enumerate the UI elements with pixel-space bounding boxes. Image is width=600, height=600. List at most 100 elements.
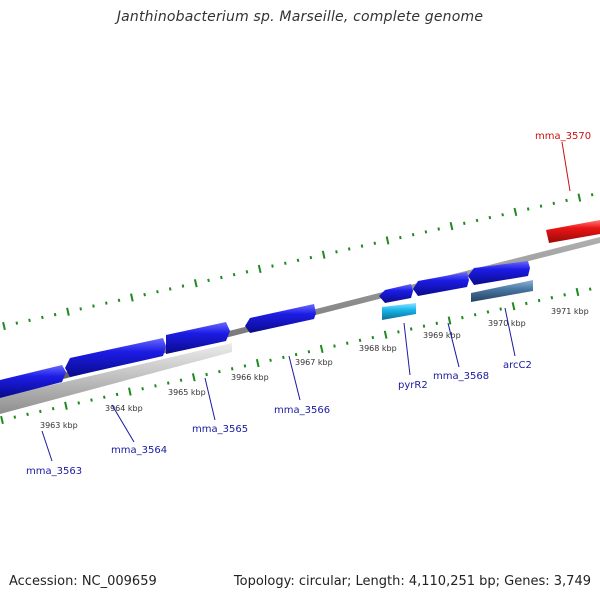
scale-tick [13, 415, 17, 419]
scale-tick [383, 330, 388, 339]
gene-label-mma-3564[interactable]: mma_3564 [111, 445, 167, 456]
scale-tick [563, 293, 566, 297]
scale-tick [360, 244, 364, 248]
scale-tick [282, 355, 285, 360]
scale-labels: 3963 kbp 3964 kbp 3965 kbp 3966 kbp 3967… [40, 307, 589, 430]
scale-tick [105, 301, 108, 305]
scale-tick [28, 318, 31, 323]
scale-tick [191, 373, 196, 382]
scale-label: 3965 kbp [168, 388, 206, 397]
gene-arrow-arcC2[interactable] [468, 261, 530, 285]
scale-tick [90, 398, 93, 402]
leader-line [561, 141, 571, 192]
gene-label-mma-3568[interactable]: mma_3568 [433, 371, 489, 382]
scale-tick [488, 215, 492, 220]
scale-tick [128, 387, 132, 396]
scale-tick [424, 230, 428, 234]
inner-tick-ring [0, 287, 592, 425]
scale-tick [193, 279, 198, 288]
operon-steel-segment [471, 280, 533, 302]
scale-tick [319, 344, 324, 354]
scale-tick [130, 293, 134, 302]
scale-tick [232, 272, 236, 277]
leader-line [504, 307, 516, 357]
gene-label-mma-3563[interactable]: mma_3563 [26, 466, 82, 477]
scale-tick [2, 321, 6, 331]
scale-tick [588, 287, 592, 291]
gene-arrow-mma-3570[interactable] [546, 220, 600, 243]
scale-tick [347, 247, 351, 251]
gene-arrow-mma-3564[interactable] [65, 338, 166, 377]
scale-tick [552, 201, 556, 206]
scale-label: 3971 kbp [551, 307, 589, 316]
scale-tick [399, 235, 402, 240]
scale-tick [463, 221, 466, 225]
scale-tick [537, 298, 541, 303]
gene-label-mma-3565[interactable]: mma_3565 [192, 424, 248, 435]
scale-tick [565, 198, 568, 203]
scale-tick [92, 304, 95, 308]
scale-label: 3963 kbp [40, 421, 78, 430]
gene-arrow-mma-3565[interactable] [166, 322, 230, 354]
scale-tick [269, 358, 272, 362]
scale-tick [449, 221, 454, 231]
scale-label: 3966 kbp [231, 373, 269, 382]
scale-tick [486, 310, 490, 314]
scale-tick [117, 298, 121, 303]
forward-gene-track [0, 261, 530, 398]
scale-tick [284, 261, 287, 265]
scale-tick [15, 321, 19, 325]
scale-tick [358, 338, 362, 343]
gene-label-pyrR2[interactable]: pyrR2 [398, 380, 428, 391]
scale-tick [115, 392, 119, 397]
scale-tick [437, 227, 440, 231]
leader-line [204, 377, 216, 421]
scale-tick [243, 364, 247, 368]
scale-tick [461, 315, 464, 320]
scale-tick [64, 401, 68, 410]
gene-label-arcC2[interactable]: arcC2 [503, 360, 532, 371]
scale-tick [143, 292, 146, 297]
scale-tick [166, 381, 170, 385]
scale-label: 3969 kbp [423, 331, 461, 340]
scale-tick [154, 384, 157, 388]
gene-label-leaders [41, 141, 571, 462]
outer-tick-ring [2, 193, 594, 331]
scale-tick [257, 264, 262, 274]
scale-tick [526, 207, 530, 211]
leader-line [111, 404, 135, 443]
scale-tick [550, 295, 554, 300]
scale-tick [447, 316, 452, 325]
scale-tick [397, 330, 400, 334]
scale-tick [335, 250, 338, 254]
scale-tick [218, 369, 221, 374]
map-title: Janthinobacterium sp. Marseille, complet… [116, 9, 484, 25]
operon-grey-segment [0, 343, 232, 414]
scale-tick [435, 321, 439, 325]
scale-label: 3964 kbp [105, 404, 143, 413]
gene-label-mma-3566[interactable]: mma_3566 [274, 405, 330, 416]
scale-tick [0, 415, 4, 425]
scale-tick [296, 258, 300, 263]
scale-tick [473, 313, 477, 317]
scale-label: 3967 kbp [295, 358, 333, 367]
scale-tick [103, 395, 106, 399]
scale-tick [309, 255, 313, 260]
feature-track [0, 280, 533, 414]
scale-tick [168, 287, 172, 291]
scale-tick [422, 324, 426, 328]
gene-label-mma-3570[interactable]: mma_3570 [535, 131, 591, 142]
gene-arrow-mma-3563[interactable] [0, 365, 66, 398]
gene-arrow-mma-3568[interactable] [413, 272, 469, 296]
scale-tick [371, 335, 375, 340]
scale-tick [51, 406, 55, 411]
gene-arrow-pyrR2[interactable] [379, 284, 413, 303]
gene-arrow-mma-3566[interactable] [245, 304, 316, 333]
scale-tick [577, 193, 582, 202]
scale-tick [501, 213, 504, 217]
accession-label: Accession: NC_009659 [9, 574, 157, 589]
scale-tick [39, 409, 42, 414]
scale-tick [307, 350, 311, 354]
scale-tick [345, 341, 349, 345]
